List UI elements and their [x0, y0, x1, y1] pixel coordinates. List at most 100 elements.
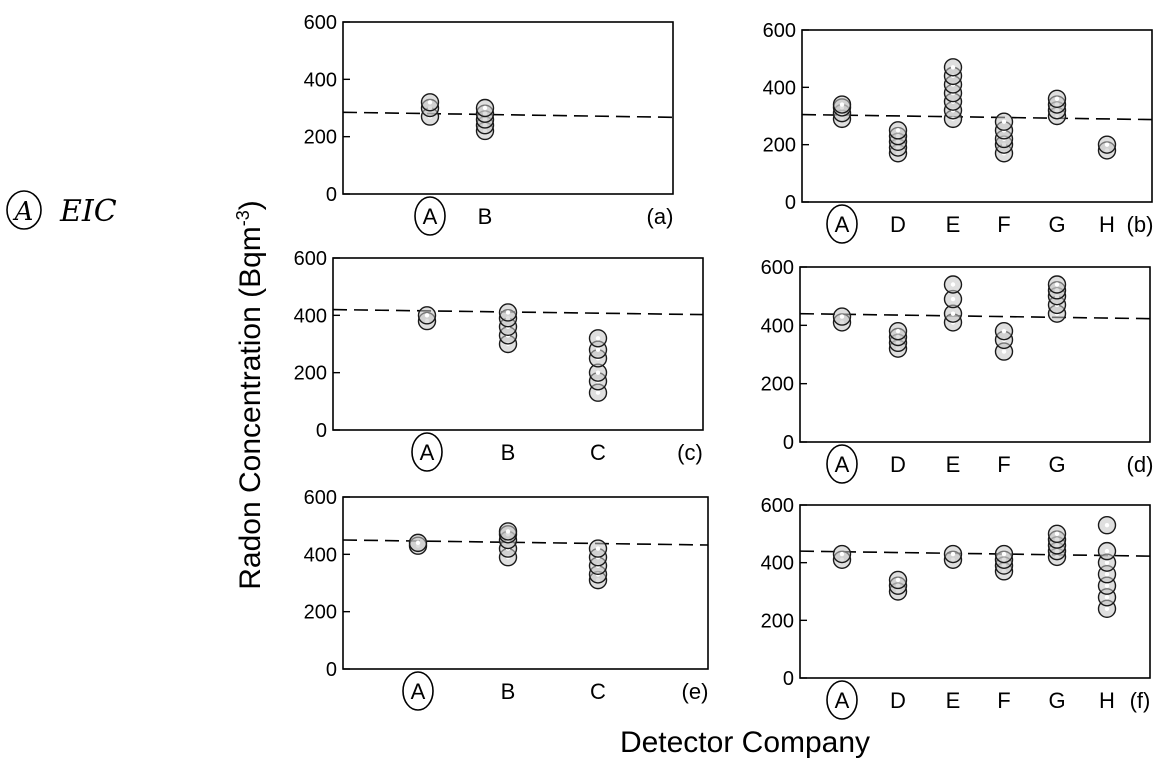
data-point-center [595, 546, 601, 551]
category-label: H [1099, 212, 1115, 237]
category-label: C [590, 679, 606, 704]
y-axis-label-tail: ) [234, 200, 267, 210]
y-axis-label-sup: -3 [233, 210, 253, 226]
reference-line [799, 550, 1151, 557]
reference-line [801, 113, 1153, 121]
y-tick-label: 0 [326, 184, 337, 206]
data-point-center [427, 100, 433, 105]
data-point-center [839, 551, 845, 557]
data-point-center [895, 328, 901, 334]
plot-frame [801, 29, 1153, 203]
circled-category-mark [826, 204, 858, 244]
y-tick-label: 600 [761, 495, 794, 517]
y-tick-label: 200 [761, 374, 794, 396]
data-point-center [1001, 349, 1007, 354]
data-point-center [950, 551, 956, 557]
category-label: E [946, 688, 961, 713]
panel-label: (d) [1127, 452, 1154, 477]
annotation-text: EIC [59, 194, 117, 229]
category-label: A [835, 688, 850, 713]
category-label: H [1099, 688, 1115, 713]
data-point-center [505, 310, 511, 315]
y-tick-label: 0 [326, 659, 337, 681]
panel-5: 0 200 400 600 A D E F G H (f) [761, 495, 1151, 720]
data-point-center [1104, 595, 1110, 600]
data-point-center [424, 313, 430, 318]
category-label: A [411, 679, 426, 704]
data-point-center [839, 102, 845, 107]
y-tick-label: 200 [761, 610, 794, 632]
data-point-center [482, 105, 488, 111]
category-label: F [997, 452, 1010, 477]
category-label: C [590, 440, 606, 465]
category-label: B [478, 204, 493, 229]
reference-line [342, 111, 674, 119]
panel-0: 0 200 400 600 A B (a) [304, 12, 674, 236]
data-point-center [1001, 119, 1007, 124]
data-point-center [950, 65, 956, 70]
y-tick-label: 400 [304, 69, 337, 91]
category-label: B [501, 440, 516, 465]
data-point-center [950, 282, 956, 287]
data-point-center [1104, 522, 1110, 528]
circled-category-mark [826, 680, 858, 720]
category-label: D [890, 688, 906, 713]
data-point-center [1054, 531, 1060, 537]
y-tick-label: 200 [763, 135, 796, 157]
reference-line [342, 539, 709, 546]
data-point-center [415, 540, 421, 546]
category-label: A [423, 204, 438, 229]
data-point-center [1104, 548, 1110, 554]
circled-category-mark [826, 444, 858, 484]
data-point-center [1054, 282, 1060, 287]
circled-category-mark [402, 671, 434, 711]
y-tick-label: 0 [316, 420, 327, 442]
panel-label: (a) [647, 204, 674, 229]
category-label: A [420, 440, 435, 465]
category-label: F [997, 688, 1010, 713]
y-tick-label: 600 [763, 20, 796, 42]
y-tick-label: 400 [761, 315, 794, 337]
data-point-center [505, 529, 511, 534]
data-point-center [1001, 551, 1007, 557]
panel-label: (f) [1130, 688, 1151, 713]
handwritten-annotation: A EIC [6, 190, 117, 230]
reference-line [332, 308, 704, 316]
y-tick-label: 200 [304, 127, 337, 149]
plot-frame [799, 266, 1151, 443]
category-label: E [946, 212, 961, 237]
y-tick-label: 600 [294, 248, 327, 270]
category-label: A [835, 452, 850, 477]
plot-frame [342, 496, 709, 670]
y-tick-label: 600 [304, 487, 337, 509]
y-tick-label: 400 [763, 77, 796, 99]
category-label: E [946, 452, 961, 477]
y-tick-label: 200 [304, 602, 337, 624]
category-label: D [890, 212, 906, 237]
data-point-center [1104, 560, 1110, 565]
y-tick-label: 600 [761, 257, 794, 279]
y-tick-label: 400 [761, 553, 794, 575]
annotation-mark: A [13, 197, 34, 227]
data-point-center [895, 577, 901, 583]
y-axis-label-main: Radon Concentration (Bqm [234, 226, 267, 590]
data-point-center [950, 311, 956, 316]
panel-2: 0 200 400 600 A B C (c) [294, 248, 704, 472]
category-label: G [1048, 212, 1065, 237]
data-point-center [1104, 572, 1110, 577]
data-point-center [1104, 142, 1110, 147]
data-point-center [1104, 583, 1110, 588]
data-point-center [595, 347, 601, 352]
panel-4: 0 200 400 600 A B C (e) [304, 487, 709, 711]
circled-category-mark [414, 196, 446, 236]
panel-label: (e) [682, 679, 709, 704]
data-point-center [839, 314, 845, 319]
y-tick-label: 0 [785, 192, 796, 214]
category-label: G [1048, 452, 1065, 477]
data-point-center [950, 296, 956, 302]
category-label: G [1048, 688, 1065, 713]
category-label: B [501, 679, 516, 704]
y-tick-label: 200 [294, 363, 327, 385]
panel-3: 0 200 400 600 A D E F G (d) [761, 257, 1154, 484]
